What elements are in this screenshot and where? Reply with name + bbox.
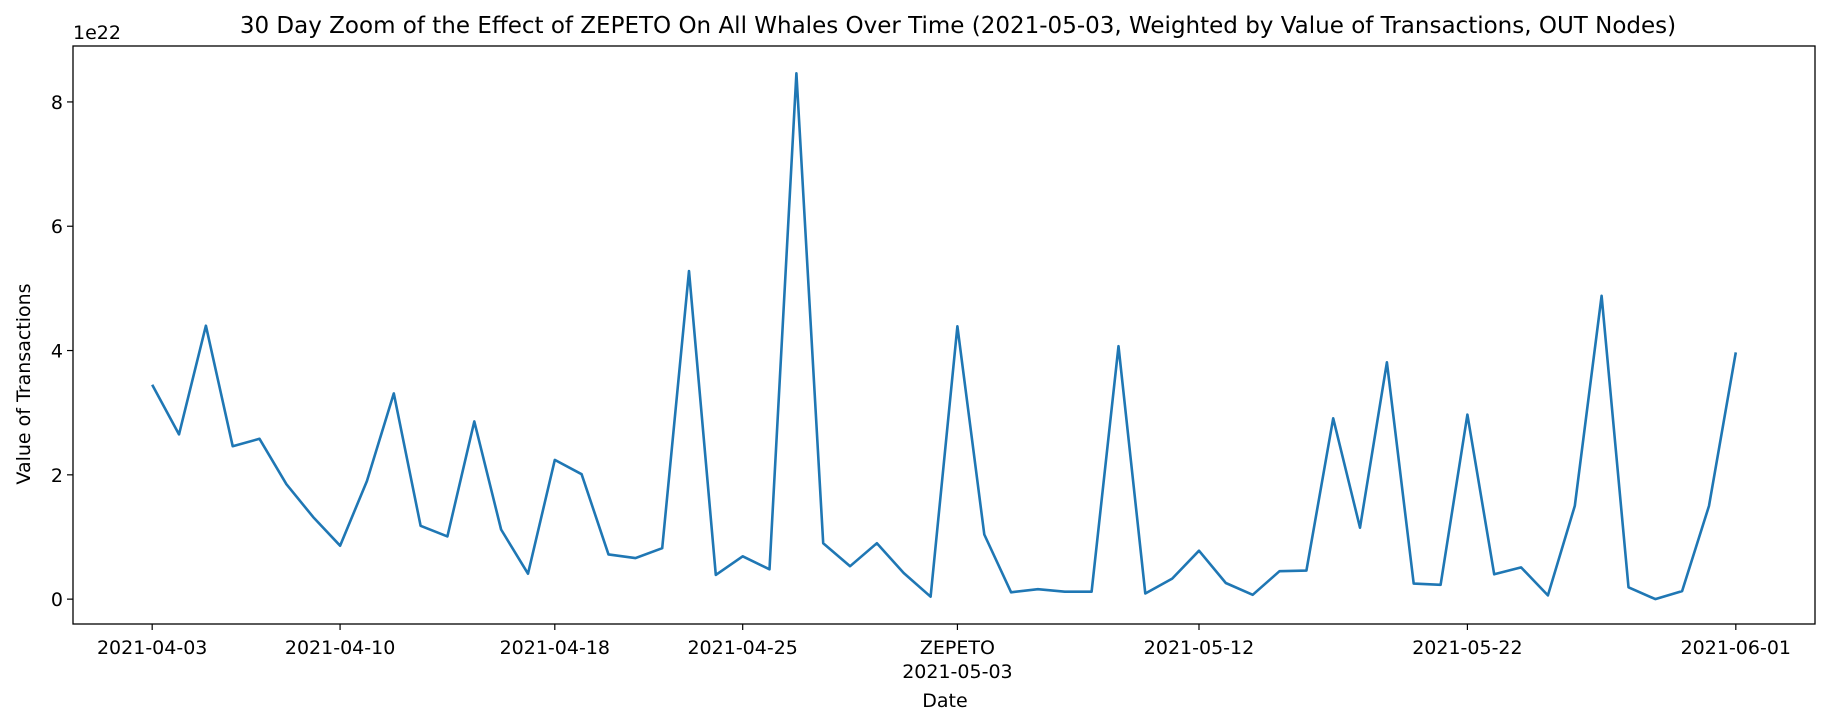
x-tick-label: 2021-04-18 [500, 637, 610, 659]
data-point [1492, 572, 1496, 576]
data-point [258, 437, 262, 441]
data-point [848, 564, 852, 568]
data-point [1734, 350, 1738, 354]
data-point [1143, 592, 1147, 596]
data-point [231, 444, 235, 448]
data-point [875, 541, 879, 545]
x-tick-label: 2021-06-01 [1681, 637, 1791, 659]
data-point [714, 573, 718, 577]
y-axis-offset-label: 1e22 [73, 22, 121, 44]
data-point [1439, 583, 1443, 587]
data-point [687, 269, 691, 273]
data-point [365, 479, 369, 483]
data-point [204, 324, 208, 328]
data-point [1680, 589, 1684, 593]
x-axis-title: Date [922, 690, 967, 712]
data-point [580, 472, 584, 476]
data-point [1707, 504, 1711, 508]
y-tick-label: 4 [51, 341, 63, 363]
data-point [1653, 597, 1657, 601]
data-point [1090, 590, 1094, 594]
x-tick-label: 2021-04-10 [285, 637, 395, 659]
y-tick-label: 6 [51, 216, 63, 238]
data-point [1117, 344, 1121, 348]
data-point [1170, 577, 1174, 581]
y-axis-title: Value of Transactions [13, 283, 35, 484]
x-tick-label: 2021-05-22 [1412, 637, 1522, 659]
data-point [1224, 581, 1228, 585]
chart-title: 30 Day Zoom of the Effect of ZEPETO On A… [240, 13, 1676, 39]
data-point [1546, 593, 1550, 597]
data-point [1519, 565, 1523, 569]
data-point [1412, 582, 1416, 586]
data-point [768, 567, 772, 571]
data-point [1278, 569, 1282, 573]
data-point [150, 383, 154, 387]
data-point [741, 554, 745, 558]
data-point [794, 71, 798, 75]
data-point [1600, 294, 1604, 298]
data-point [1251, 593, 1255, 597]
plot-area: 0 2 4 6 8 2021-04-03 2021-04-10 2021-04-18 2021-… [51, 45, 1816, 683]
data-point [1573, 504, 1577, 508]
data-point [1385, 360, 1389, 364]
data-point [1465, 413, 1469, 417]
y-tick-label: 0 [51, 589, 63, 611]
data-point [392, 391, 396, 395]
data-point [1627, 585, 1631, 589]
data-point [982, 533, 986, 537]
data-point [526, 572, 530, 576]
y-tick-label: 2 [51, 465, 63, 487]
data-point [177, 432, 181, 436]
data-point [1358, 526, 1362, 530]
data-point [821, 541, 825, 545]
x-tick-label: 2021-04-03 [97, 637, 207, 659]
data-point [338, 544, 342, 548]
data-point [660, 546, 664, 550]
data-point [902, 571, 906, 575]
data-point [633, 556, 637, 560]
data-point [419, 524, 423, 528]
data-point [1331, 416, 1335, 420]
data-point [929, 595, 933, 599]
data-point [1304, 569, 1308, 573]
x-tick-label: 2021-04-25 [687, 637, 797, 659]
x-tick-label: 2021-05-12 [1144, 637, 1254, 659]
data-point [1063, 590, 1067, 594]
data-point [1036, 587, 1040, 591]
data-point [499, 528, 503, 532]
data-point [284, 482, 288, 486]
data-point [1009, 590, 1013, 594]
data-point [311, 515, 315, 519]
axes-frame [72, 45, 1816, 625]
data-point [445, 534, 449, 538]
x-tick-label: 2021-05-03 [902, 661, 1012, 683]
series-line [151, 72, 1738, 601]
data-point [472, 419, 476, 423]
event-marker-label: ZEPETO [920, 637, 995, 659]
data-point [1197, 549, 1201, 553]
data-point [553, 458, 557, 462]
data-point [607, 552, 611, 556]
data-point [955, 324, 959, 328]
y-tick-label: 8 [51, 92, 63, 114]
